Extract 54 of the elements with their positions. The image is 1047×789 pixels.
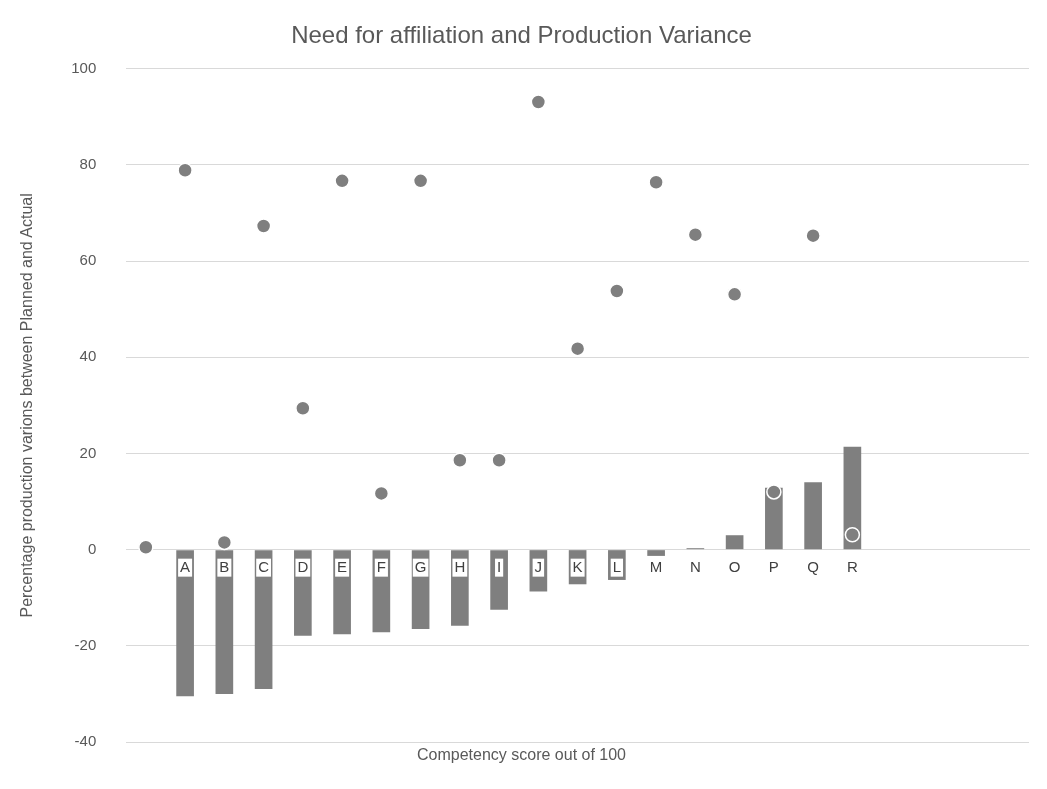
point <box>412 173 429 189</box>
point <box>648 174 664 191</box>
x-tick-label: M <box>649 557 663 575</box>
x-tick-label: J <box>534 557 543 575</box>
point <box>530 94 547 110</box>
y-tick-label: -20 <box>74 635 97 653</box>
point <box>216 534 233 551</box>
point <box>334 173 350 189</box>
bar <box>843 446 862 550</box>
x-tick-label: F <box>376 557 386 575</box>
point <box>687 226 704 243</box>
point <box>844 527 861 543</box>
bar <box>804 482 822 550</box>
x-tick-label: H <box>454 557 466 575</box>
x-tick-label: B <box>219 557 230 575</box>
y-tick-label: 20 <box>79 443 97 461</box>
point <box>373 485 390 502</box>
point <box>452 452 468 468</box>
x-tick-label: I <box>497 557 502 575</box>
x-tick-label: L <box>612 557 622 575</box>
x-tick-label: O <box>728 557 741 575</box>
y-tick-label: 100 <box>71 58 97 76</box>
point <box>138 539 154 555</box>
point <box>255 218 272 234</box>
bar <box>176 550 194 697</box>
point <box>726 286 743 303</box>
point <box>177 162 193 179</box>
chart-title: Need for affiliation and Production Variance <box>291 21 752 49</box>
bar <box>647 550 665 556</box>
y-tick-label: 80 <box>79 155 97 173</box>
bar <box>490 550 508 610</box>
x-tick-label: D <box>297 557 309 575</box>
y-tick-label: 40 <box>79 347 97 365</box>
x-tick-label: K <box>572 557 583 575</box>
point <box>491 452 507 468</box>
x-tick-label: G <box>414 557 427 575</box>
y-tick-label: 60 <box>79 251 97 269</box>
x-tick-label: N <box>689 557 701 575</box>
x-tick-label: E <box>337 557 348 575</box>
point <box>569 340 586 357</box>
point <box>766 484 782 500</box>
x-tick-label: R <box>846 557 858 575</box>
x-tick-label: C <box>258 557 270 575</box>
y-axis-title: Percentage production varions between Planned and Actual <box>18 193 36 618</box>
point <box>609 283 625 299</box>
x-axis-title: Competency score out of 100 <box>416 746 627 764</box>
y-tick-label: -40 <box>74 732 97 750</box>
point <box>295 400 311 417</box>
x-tick-label: A <box>180 557 191 575</box>
x-tick-label: P <box>768 557 779 575</box>
x-tick-label: Q <box>807 557 819 575</box>
y-tick-label: 0 <box>87 539 97 557</box>
bar <box>725 535 744 550</box>
point <box>805 227 821 244</box>
